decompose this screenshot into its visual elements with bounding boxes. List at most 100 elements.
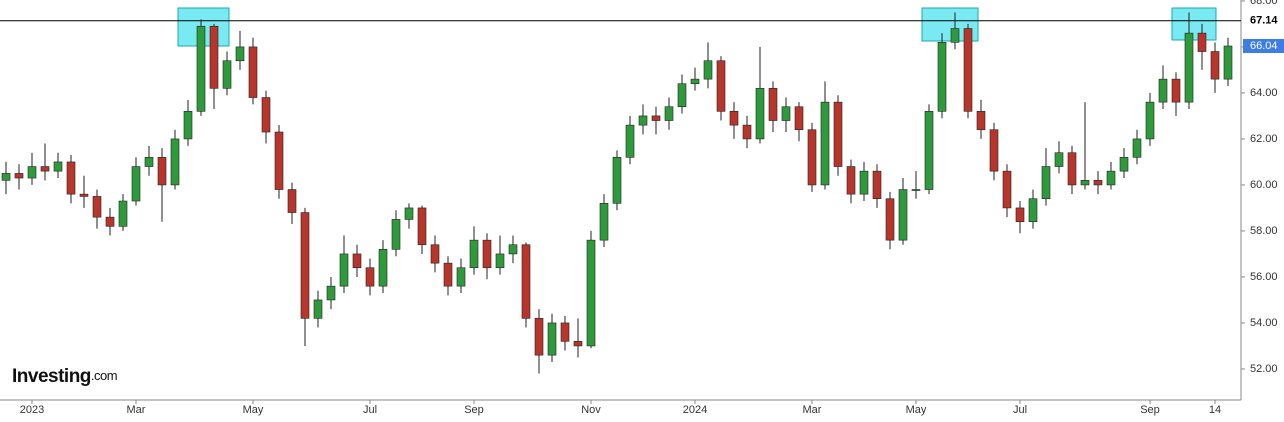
candle-body: [885, 198, 895, 241]
candle-body: [586, 239, 596, 347]
candle-body: [287, 189, 297, 213]
candle-body: [547, 322, 557, 356]
candle-body: [339, 253, 349, 287]
candle-body: [378, 249, 388, 287]
x-tick-label: Sep: [464, 404, 484, 416]
candle-body: [1158, 78, 1168, 103]
candle-body: [40, 166, 50, 172]
candle-body: [417, 207, 427, 246]
candle-body: [365, 267, 375, 287]
x-tick-label: Mar: [127, 404, 146, 416]
candle-body: [456, 267, 466, 287]
x-tick-label: 14: [1209, 404, 1221, 416]
candle-body: [66, 161, 76, 195]
candle-body: [131, 166, 141, 202]
candles: [1, 12, 1233, 374]
candle-body: [560, 322, 570, 342]
x-tick-label: May: [243, 404, 264, 416]
candle-body: [1132, 138, 1142, 158]
candle-body: [118, 200, 128, 227]
highlight-boxes: [177, 7, 1217, 47]
x-tick-label: 2024: [683, 404, 707, 416]
candle-body: [794, 106, 804, 131]
y-tick-label: 64.00: [1250, 87, 1278, 99]
candle-body: [222, 60, 232, 89]
x-tick-label: 2023: [20, 404, 44, 416]
candle-body: [1210, 51, 1220, 80]
candle-body: [677, 83, 687, 108]
candle-body: [1093, 180, 1103, 186]
candle-body: [976, 111, 986, 131]
candle-body: [144, 157, 154, 167]
y-tick-label: 60.00: [1250, 179, 1278, 191]
highlight-box: [1171, 7, 1217, 41]
candle-body: [1, 173, 11, 181]
last-price-badge: [1243, 39, 1284, 54]
x-tick-label: Sep: [1140, 404, 1160, 416]
reference-badge: [1243, 13, 1284, 28]
candle-body: [573, 341, 583, 347]
candle-body: [937, 42, 947, 112]
candle-body: [781, 106, 791, 121]
candle-body: [820, 101, 830, 186]
candle-body: [235, 46, 245, 62]
candle-body: [196, 25, 206, 112]
candle-body: [768, 88, 778, 121]
candle-body: [807, 129, 817, 186]
candle-body: [14, 173, 24, 179]
candle-body: [1145, 101, 1155, 140]
candle-body: [950, 28, 960, 43]
candle-body: [1002, 170, 1012, 209]
candle-body: [872, 170, 882, 200]
candle-body: [534, 318, 544, 356]
candle-body: [690, 78, 700, 85]
candle-body: [313, 299, 323, 319]
watermark-suffix: .com: [91, 368, 117, 383]
candle-body: [612, 157, 622, 204]
candle-body: [729, 111, 739, 126]
candle-body: [1197, 32, 1207, 52]
candle-body: [599, 203, 609, 241]
candle-body: [703, 60, 713, 80]
last-price-label: 66.04: [1250, 40, 1278, 52]
candle-body: [651, 115, 661, 121]
candle-body: [859, 170, 869, 195]
y-tick-label: 68.00: [1250, 0, 1278, 7]
candle-body: [274, 131, 284, 190]
candle-body: [1171, 78, 1181, 103]
candle-body: [1028, 198, 1038, 223]
candle-body: [508, 244, 518, 255]
candle-body: [53, 161, 63, 172]
candle-body: [1080, 180, 1090, 186]
candle-body: [638, 115, 648, 126]
reference-label: 67.14: [1250, 15, 1278, 27]
candle-body: [352, 253, 362, 269]
candle-body: [846, 166, 856, 195]
candle-body: [1223, 45, 1233, 80]
candle-body: [391, 219, 401, 250]
x-tick-label: Jul: [1013, 404, 1027, 416]
candle-body: [1119, 157, 1129, 172]
x-tick-label: Jul: [363, 404, 377, 416]
candle-body: [833, 101, 843, 167]
candle-body: [924, 111, 934, 190]
candle-body: [404, 207, 414, 220]
candle-body: [469, 239, 479, 269]
candle-body: [963, 28, 973, 112]
candle-body: [209, 25, 219, 89]
candle-body: [92, 196, 102, 218]
candle-body: [261, 97, 271, 133]
candle-body: [79, 193, 89, 197]
candle-body: [1184, 32, 1194, 103]
candle-body: [495, 253, 505, 269]
x-tick-label: May: [906, 404, 927, 416]
candle-body: [1041, 166, 1051, 200]
candle-body: [157, 157, 167, 186]
watermark-brand: Investing: [12, 366, 91, 387]
y-tick-label: 52.00: [1250, 363, 1278, 375]
candle-body: [326, 285, 336, 301]
candle-body: [443, 262, 453, 287]
candle-body: [742, 124, 752, 140]
